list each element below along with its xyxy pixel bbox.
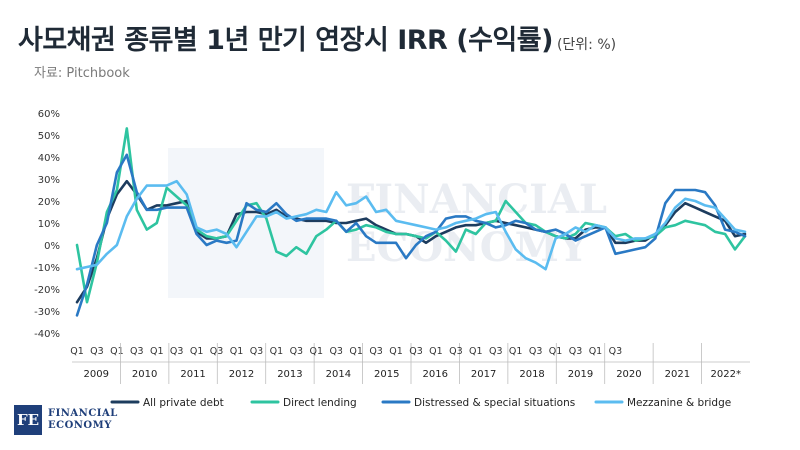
x-tick-label: Q1 <box>509 346 523 357</box>
x-tick-label: Q1 <box>110 346 124 357</box>
year-label: 2012 <box>229 369 254 380</box>
x-tick-label: Q1 <box>150 346 164 357</box>
legend-label: Mezzanine & bridge <box>627 397 731 409</box>
x-tick-label: Q3 <box>569 346 583 357</box>
x-tick-label: Q3 <box>290 346 304 357</box>
y-tick-label: 30% <box>38 175 60 186</box>
x-tick-label: Q3 <box>449 346 463 357</box>
series-line <box>75 127 747 304</box>
year-label: 2016 <box>422 369 447 380</box>
logo-line2: ECONOMY <box>48 420 112 431</box>
x-tick-label: Q1 <box>429 346 443 357</box>
y-tick-label: -30% <box>34 307 60 318</box>
x-tick-label: Q1 <box>549 346 563 357</box>
y-tick-label: -40% <box>34 329 60 340</box>
x-tick-label: Q1 <box>70 346 84 357</box>
x-tick-label: Q3 <box>210 346 224 357</box>
year-label: 2018 <box>519 369 544 380</box>
x-tick-label: Q1 <box>230 346 244 357</box>
y-tick-label: 0% <box>44 241 60 252</box>
x-tick-label: Q3 <box>529 346 543 357</box>
y-tick-label: -20% <box>34 285 60 296</box>
unit-label: (단위: %) <box>556 37 617 53</box>
x-tick-label: Q1 <box>310 346 324 357</box>
y-tick-label: 60% <box>38 109 60 120</box>
y-tick-label: 50% <box>38 131 60 142</box>
x-tick-label: Q1 <box>469 346 483 357</box>
x-tick-label: Q1 <box>589 346 603 357</box>
y-tick-label: 10% <box>38 219 60 230</box>
legend-label: All private debt <box>143 397 224 409</box>
x-tick-label: Q1 <box>270 346 284 357</box>
x-tick-label: Q3 <box>329 346 343 357</box>
x-tick-label: Q3 <box>90 346 104 357</box>
legend-label: Distressed & special situations <box>414 397 575 409</box>
chart-title: 사모채권 종류별 1년 만기 연장시 IRR (수익률) (단위: %) <box>18 18 616 57</box>
year-label: 2010 <box>132 369 157 380</box>
year-label: 2011 <box>180 369 205 380</box>
year-label: 2009 <box>83 369 108 380</box>
x-tick-label: Q1 <box>349 346 363 357</box>
year-label: 2014 <box>326 369 351 380</box>
year-label: 2015 <box>374 369 399 380</box>
year-label: 2013 <box>277 369 302 380</box>
source-label: 자료: Pitchbook <box>34 66 130 81</box>
logo-line1: FINANCIAL <box>48 408 118 419</box>
x-tick-label: Q3 <box>409 346 423 357</box>
year-label: 2017 <box>471 369 496 380</box>
y-tick-label: 40% <box>38 153 60 164</box>
y-tick-label: -10% <box>34 263 60 274</box>
x-tick-label: Q1 <box>389 346 403 357</box>
publisher-logo: FE FINANCIAL ECONOMY <box>14 405 118 435</box>
x-tick-label: Q3 <box>489 346 503 357</box>
y-tick-label: 20% <box>38 197 60 208</box>
x-tick-label: Q1 <box>190 346 204 357</box>
logo-mark: FE <box>14 405 42 435</box>
x-tick-label: Q3 <box>170 346 184 357</box>
legend-label: Direct lending <box>283 397 357 409</box>
x-tick-label: Q3 <box>369 346 383 357</box>
x-tick-label: Q3 <box>609 346 623 357</box>
year-label: 2019 <box>568 369 593 380</box>
series-line <box>75 179 747 304</box>
logo-text: FINANCIAL ECONOMY <box>48 408 118 432</box>
series-line <box>75 179 747 271</box>
year-label: 2020 <box>616 369 641 380</box>
series-line <box>75 153 747 317</box>
chart-title-text: 사모채권 종류별 1년 만기 연장시 IRR (수익률) <box>18 25 553 56</box>
year-label: 2021 <box>665 369 690 380</box>
x-tick-label: Q3 <box>250 346 264 357</box>
x-tick-label: Q3 <box>130 346 144 357</box>
year-label: 2022* <box>711 369 741 380</box>
